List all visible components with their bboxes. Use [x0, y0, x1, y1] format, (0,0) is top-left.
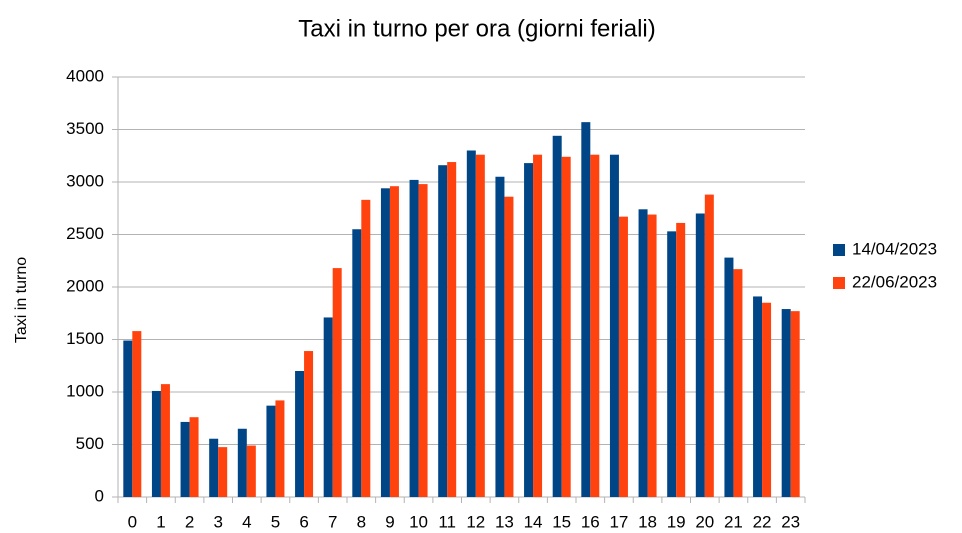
x-tick-label: 14 [524, 512, 543, 531]
x-tick-label: 8 [357, 512, 366, 531]
legend-swatch [833, 244, 845, 256]
bar [581, 122, 591, 498]
legend-label: 22/06/2023 [852, 272, 937, 291]
bar [409, 179, 419, 497]
bar [638, 209, 648, 498]
bar [561, 156, 571, 498]
x-tick-label: 0 [128, 512, 137, 531]
x-tick-label: 5 [271, 512, 280, 531]
x-tick-label: 19 [667, 512, 686, 531]
legend-swatch [833, 277, 845, 289]
x-tick-label: 20 [695, 512, 714, 531]
bar [209, 438, 219, 497]
x-tick-label: 10 [409, 512, 428, 531]
bar [323, 317, 333, 497]
y-tick-label: 3500 [66, 119, 104, 138]
bar [667, 231, 677, 497]
x-tick-label: 9 [385, 512, 394, 531]
bar [295, 371, 305, 497]
bar [189, 417, 199, 497]
chart-title: Taxi in turno per ora (giorni feriali) [298, 15, 655, 42]
x-tick-label: 21 [724, 512, 743, 531]
bar [246, 445, 256, 497]
bar [724, 257, 734, 497]
bar [695, 213, 705, 497]
y-tick-label: 2500 [66, 224, 104, 243]
x-tick-label: 2 [185, 512, 194, 531]
bar [304, 351, 314, 497]
bar [762, 302, 772, 497]
x-tick-label: 1 [156, 512, 165, 531]
x-tick-label: 18 [638, 512, 657, 531]
y-tick-label: 3000 [66, 171, 104, 190]
y-tick-label: 0 [95, 486, 104, 505]
bar [160, 384, 170, 497]
x-tick-label: 12 [466, 512, 485, 531]
y-tick-label: 1000 [66, 381, 104, 400]
bar [590, 154, 600, 497]
bar [552, 135, 562, 498]
y-tick-label: 4000 [66, 66, 104, 85]
x-tick-label: 17 [609, 512, 628, 531]
bar [704, 194, 714, 497]
bar [180, 421, 190, 497]
bar [218, 447, 228, 497]
bar [781, 309, 791, 497]
bar [266, 405, 276, 497]
bar [475, 154, 485, 497]
bar [618, 216, 628, 497]
y-tick-label: 2000 [66, 276, 104, 295]
bar [380, 188, 390, 498]
bar [676, 222, 686, 497]
legend-label: 14/04/2023 [852, 239, 937, 258]
bar [361, 199, 371, 497]
bar [132, 331, 142, 497]
bar [151, 390, 161, 497]
y-tick-label: 1500 [66, 329, 104, 348]
y-tick-label: 500 [76, 434, 104, 453]
bar [418, 184, 428, 497]
bar [237, 428, 247, 497]
x-tick-label: 11 [438, 512, 456, 531]
bar [495, 176, 505, 497]
bar [609, 154, 619, 497]
bar [524, 163, 534, 497]
x-tick-label: 3 [213, 512, 222, 531]
x-tick-label: 4 [242, 512, 251, 531]
bar [504, 196, 514, 497]
x-tick-label: 23 [781, 512, 800, 531]
bar [733, 269, 743, 497]
bar [123, 340, 133, 497]
x-tick-label: 15 [552, 512, 571, 531]
bar [753, 296, 763, 497]
x-tick-label: 7 [328, 512, 337, 531]
x-tick-label: 22 [753, 512, 772, 531]
bar [790, 311, 800, 497]
bar [447, 162, 457, 498]
bar [389, 186, 399, 497]
bar [352, 229, 362, 497]
bar [275, 400, 285, 497]
bar [647, 214, 657, 498]
bar [332, 268, 342, 497]
bar [438, 165, 448, 497]
x-tick-label: 6 [299, 512, 308, 531]
x-tick-label: 16 [581, 512, 600, 531]
y-axis-label: Taxi in turno [13, 257, 30, 343]
bar [533, 154, 543, 497]
x-tick-label: 13 [495, 512, 514, 531]
bar [466, 150, 476, 497]
